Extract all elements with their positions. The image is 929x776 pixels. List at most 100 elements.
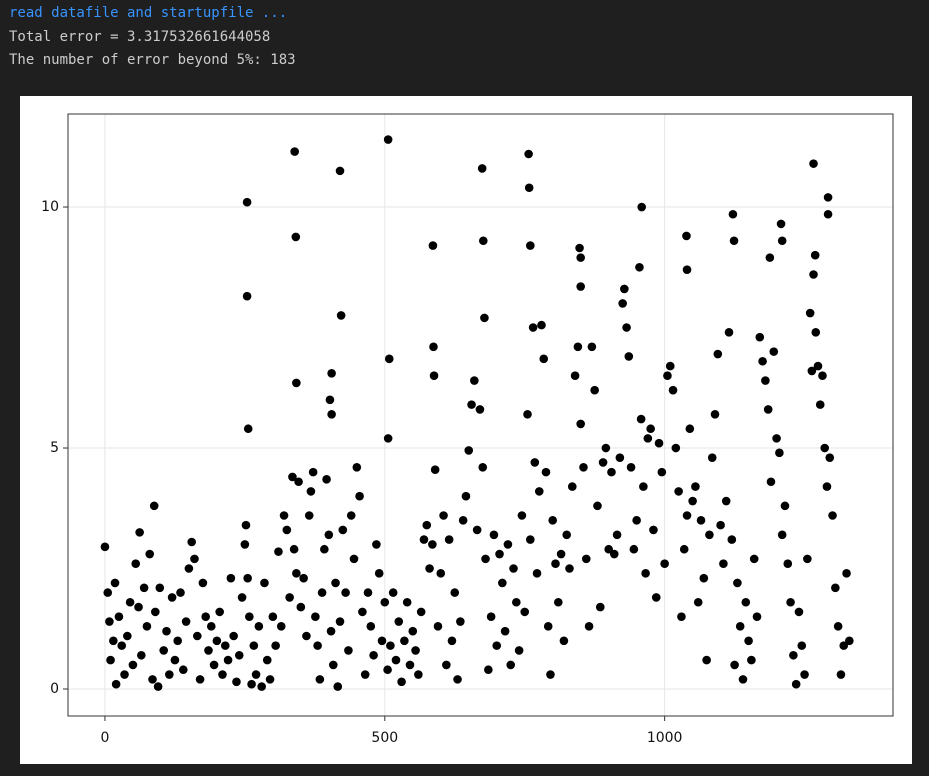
point (383, 434, 393, 443)
point (223, 655, 233, 665)
point (241, 520, 251, 530)
point (117, 641, 127, 650)
point (503, 540, 513, 549)
point (363, 588, 373, 597)
point (204, 646, 213, 655)
point (639, 482, 648, 491)
point (447, 636, 457, 646)
point (541, 467, 551, 477)
point (789, 650, 798, 660)
point (699, 573, 709, 583)
point (167, 593, 177, 602)
point (444, 535, 454, 544)
point (349, 554, 359, 564)
point (618, 299, 627, 308)
point (366, 622, 376, 631)
point (296, 602, 306, 612)
point (822, 482, 832, 491)
point (567, 482, 577, 491)
point (637, 202, 646, 212)
point (394, 617, 404, 626)
point (584, 622, 594, 631)
point (766, 477, 776, 487)
point (229, 631, 238, 641)
point (135, 528, 144, 537)
point (498, 578, 507, 588)
point (696, 516, 706, 525)
point (103, 588, 113, 597)
point (260, 578, 269, 588)
output-line: Total error = 3.317532661644058 (9, 29, 271, 45)
point (195, 675, 205, 684)
point (609, 549, 619, 559)
point (543, 622, 553, 631)
point (772, 434, 781, 443)
point (620, 284, 629, 294)
point (537, 320, 546, 330)
point (254, 622, 264, 631)
point (215, 607, 224, 617)
point (110, 578, 120, 588)
point (559, 636, 569, 646)
point (763, 405, 773, 414)
point (776, 219, 786, 229)
point (315, 675, 325, 684)
point (702, 655, 711, 665)
point (100, 542, 110, 552)
point (546, 670, 555, 679)
point (226, 573, 236, 583)
point (391, 655, 401, 665)
point (749, 554, 759, 564)
point (346, 511, 356, 520)
point (579, 462, 588, 472)
point (833, 622, 843, 631)
point (526, 535, 535, 544)
point (520, 607, 530, 617)
point (786, 597, 795, 607)
point (324, 530, 334, 540)
point (481, 554, 490, 564)
point (741, 597, 751, 607)
chart: 0 500 1000 0 5 10 (20, 96, 912, 764)
point (240, 540, 250, 549)
point (809, 270, 818, 279)
point (517, 511, 527, 520)
point (383, 135, 393, 144)
point (145, 549, 155, 559)
point (528, 323, 538, 332)
point (442, 660, 451, 670)
point (524, 149, 533, 159)
point (358, 607, 367, 617)
point (562, 530, 571, 540)
point (336, 311, 346, 320)
point (149, 501, 159, 511)
point (777, 236, 787, 246)
point (422, 520, 432, 530)
point (811, 328, 821, 337)
point (402, 597, 412, 607)
point (691, 482, 700, 491)
point (744, 636, 753, 646)
point (128, 660, 138, 670)
point (716, 520, 725, 530)
point (643, 434, 653, 443)
point (635, 262, 644, 272)
point (570, 371, 580, 381)
point (335, 166, 345, 176)
point (279, 511, 289, 520)
point (601, 443, 611, 453)
point (477, 164, 487, 173)
point (500, 626, 510, 636)
point (598, 458, 608, 467)
point (765, 253, 775, 262)
point (114, 612, 124, 622)
point (747, 655, 756, 665)
point (372, 540, 381, 549)
point (173, 636, 183, 646)
point (292, 569, 301, 578)
point (825, 453, 835, 462)
point (176, 588, 185, 597)
point (818, 371, 827, 381)
point (198, 578, 208, 588)
point (791, 679, 801, 689)
